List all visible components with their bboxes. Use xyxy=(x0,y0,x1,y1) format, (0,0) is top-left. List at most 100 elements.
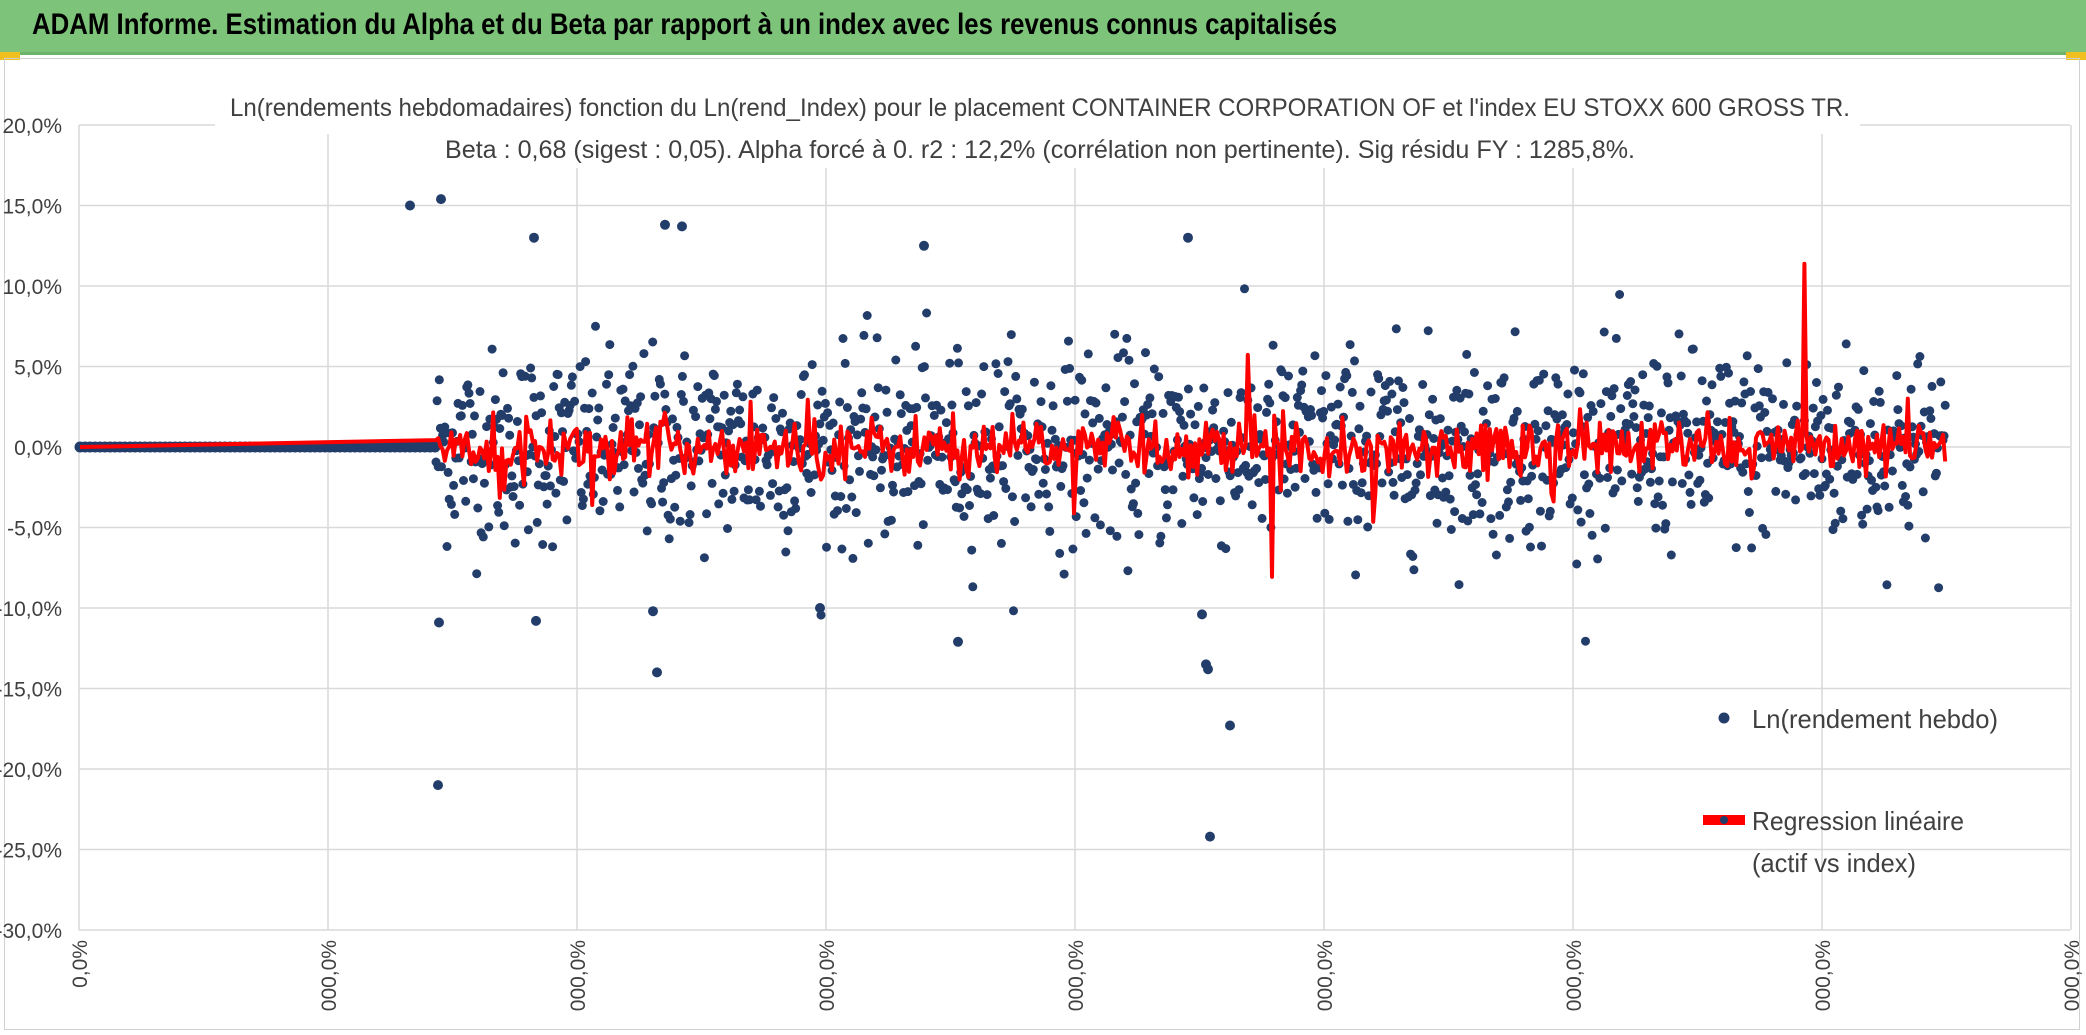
data-point xyxy=(888,480,897,490)
y-tick-label: -20,0% xyxy=(0,759,62,782)
data-point xyxy=(539,482,549,492)
data-point xyxy=(1264,379,1274,389)
data-point-outlier xyxy=(919,240,929,251)
data-point xyxy=(542,499,552,509)
data-point xyxy=(1495,510,1505,520)
data-point xyxy=(929,410,939,420)
data-point xyxy=(638,478,648,488)
data-point xyxy=(459,476,468,485)
data-point xyxy=(1432,518,1442,528)
data-point xyxy=(835,397,845,407)
data-point xyxy=(1123,566,1133,576)
data-point xyxy=(1277,367,1287,377)
data-point xyxy=(1208,405,1218,415)
data-point xyxy=(446,499,456,509)
data-point xyxy=(1471,480,1480,490)
data-point xyxy=(751,495,761,505)
data-point xyxy=(1626,377,1636,386)
data-point-outlier xyxy=(677,221,687,232)
data-point xyxy=(1394,376,1403,386)
data-point xyxy=(707,478,717,488)
data-point xyxy=(1084,455,1094,465)
data-point xyxy=(664,534,674,544)
data-point xyxy=(783,526,793,536)
data-point xyxy=(1175,407,1185,417)
data-point xyxy=(559,476,569,486)
data-point xyxy=(464,388,474,398)
data-point xyxy=(523,525,533,535)
data-point xyxy=(1110,329,1120,339)
data-point xyxy=(1746,387,1755,396)
data-point xyxy=(1234,485,1244,495)
data-point xyxy=(1593,554,1603,564)
data-point xyxy=(807,360,817,370)
data-point xyxy=(738,392,748,402)
data-point xyxy=(769,393,779,403)
data-point xyxy=(1674,329,1684,339)
data-point xyxy=(1088,418,1098,428)
data-point-outlier xyxy=(953,636,963,647)
data-point xyxy=(1028,465,1038,474)
data-point xyxy=(838,334,848,343)
data-point xyxy=(1408,552,1418,561)
data-point xyxy=(1297,380,1307,390)
data-point xyxy=(896,409,906,419)
data-point xyxy=(680,351,690,361)
data-point xyxy=(642,526,652,536)
data-point xyxy=(1707,380,1717,390)
data-point xyxy=(1112,531,1122,541)
data-point xyxy=(1716,371,1726,381)
chart-title: Ln(rendements hebdomadaires) fonction du… xyxy=(230,94,1850,122)
y-tick-label: -30,0% xyxy=(0,920,62,943)
data-point xyxy=(1190,420,1200,430)
data-point xyxy=(457,400,467,410)
data-point xyxy=(1444,471,1454,481)
data-point xyxy=(959,512,969,521)
data-point xyxy=(1825,474,1835,484)
data-point xyxy=(714,499,724,509)
data-point xyxy=(765,490,775,500)
data-point xyxy=(1631,423,1641,433)
data-point xyxy=(833,506,842,516)
data-point xyxy=(848,553,858,563)
data-point xyxy=(1080,409,1090,419)
data-point xyxy=(1284,371,1293,381)
data-point xyxy=(1630,385,1640,395)
data-point xyxy=(1199,383,1209,393)
data-point xyxy=(773,502,783,512)
data-point xyxy=(1159,462,1169,472)
data-point xyxy=(1149,364,1159,374)
data-point xyxy=(1742,351,1752,361)
data-point xyxy=(895,390,905,400)
data-point xyxy=(1347,387,1357,397)
data-point xyxy=(1189,493,1199,503)
data-point xyxy=(1001,484,1011,493)
data-point xyxy=(1760,408,1770,417)
data-point xyxy=(1410,485,1420,495)
data-point xyxy=(1940,400,1950,410)
data-point xyxy=(1573,505,1583,515)
data-point xyxy=(985,473,995,483)
data-point xyxy=(994,422,1004,432)
data-point xyxy=(1553,379,1563,389)
data-point xyxy=(509,482,519,491)
data-point xyxy=(991,359,1001,369)
data-point xyxy=(1661,519,1671,529)
data-point xyxy=(549,382,559,391)
data-point xyxy=(889,487,899,497)
data-point xyxy=(1581,636,1590,646)
data-point xyxy=(1806,491,1816,501)
data-point xyxy=(1012,394,1022,404)
data-point xyxy=(1252,463,1262,473)
data-point xyxy=(1609,384,1619,394)
x-tick-label: 000,0% xyxy=(1314,940,1337,1011)
data-point xyxy=(1321,371,1331,381)
data-point xyxy=(1677,479,1687,488)
data-point xyxy=(1761,529,1771,539)
data-point xyxy=(1871,482,1881,492)
data-point xyxy=(1768,394,1777,404)
data-point xyxy=(1280,393,1290,403)
data-point xyxy=(699,553,709,563)
data-point xyxy=(1652,361,1662,371)
data-point xyxy=(1317,386,1326,396)
